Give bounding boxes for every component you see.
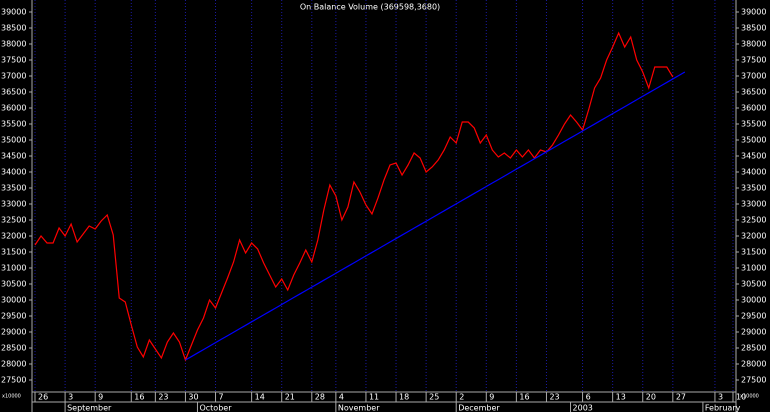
y-tick-label: 34500 [1,152,26,161]
y-tick-label: 30000 [741,296,766,305]
x-tick-label: 3 [68,393,73,402]
y-tick-label: 36500 [741,88,766,97]
y-tick-label: 29000 [1,328,26,337]
x-tick-label: 6 [586,393,591,402]
y-tick-label: 29500 [741,312,766,321]
y-tick-label: 39000 [741,8,766,17]
y-tick-label: 33000 [741,200,766,209]
x-tick-label: 11 [369,393,379,402]
y-tick-label: 31000 [1,264,26,273]
x-tick-label: 4 [339,393,344,402]
y-tick-label: 31500 [741,248,766,257]
x-tick-label: 2 [459,393,464,402]
y-tick-label: 30000 [1,296,26,305]
y-tick-label: 32000 [1,232,26,241]
y-tick-label: 28500 [741,344,766,353]
y-tick-label: 35000 [1,136,26,145]
y-tick-label: 37000 [1,72,26,81]
y-tick-label: 34000 [1,168,26,177]
y-tick-label: 29500 [1,312,26,321]
y-tick-label: 35500 [741,120,766,129]
y-tick-label: 36500 [1,88,26,97]
x-tick-label: 27 [676,393,686,402]
x-tick-label: 21 [285,393,295,402]
x-tick-label: 16 [519,393,529,402]
y-tick-label: 35500 [1,120,26,129]
month-label: October [199,404,232,412]
y-tick-label: 29000 [741,328,766,337]
y-tick-label: 34500 [741,152,766,161]
y-tick-label: 33500 [741,184,766,193]
x-tick-label: 14 [255,393,265,402]
y-tick-label: 31000 [741,264,766,273]
y-tick-label: 30500 [741,280,766,289]
x-tick-label: 3 [718,393,723,402]
y-tick-label: 32500 [741,216,766,225]
x-tick-label: 18 [399,393,409,402]
y-tick-label: 28500 [1,344,26,353]
x-tick-label: 7 [219,393,224,402]
y-tick-label: 34000 [741,168,766,177]
y-tick-label: 38000 [741,40,766,49]
multiplier-label: x10000 [740,394,759,400]
x-tick-label: 23 [549,393,559,402]
y-tick-label: 36000 [1,104,26,113]
x-tick-label: 9 [489,393,494,402]
series-line [185,71,686,361]
x-tick-label: 16 [134,393,144,402]
y-tick-label: 37500 [1,56,26,65]
y-tick-label: 38500 [741,24,766,33]
y-tick-label: 37500 [741,56,766,65]
y-tick-label: 27500 [1,376,26,385]
chart-title: On Balance Volume (369598,3680) [300,3,440,12]
x-tick-label: 25 [429,393,439,402]
month-label: September [67,404,112,412]
month-label: 2003 [573,404,593,412]
y-tick-label: 27500 [741,376,766,385]
y-tick-label: 39000 [1,8,26,17]
y-tick-label: 28000 [741,360,766,369]
y-tick-label: 28000 [1,360,26,369]
x-tick-label: 20 [646,393,656,402]
x-tick-label: 23 [158,393,168,402]
y-tick-label: 33000 [1,200,26,209]
y-tick-label: 36000 [741,104,766,113]
y-tick-label: 31500 [1,248,26,257]
series-line [34,31,674,362]
month-label: February [705,404,741,412]
x-tick-label: 9 [98,393,103,402]
y-tick-label: 32500 [1,216,26,225]
x-tick-label: 30 [188,393,198,402]
y-tick-label: 30500 [1,280,26,289]
y-tick-label: 38000 [1,40,26,49]
y-tick-label: 33500 [1,184,26,193]
y-tick-label: 32000 [741,232,766,241]
x-tick-label: 13 [616,393,626,402]
month-label: December [458,404,500,412]
x-tick-label: 26 [38,393,48,402]
y-tick-label: 38500 [1,24,26,33]
y-tick-label: 35000 [741,136,766,145]
y-tick-label: 37000 [741,72,766,81]
month-label: November [338,404,380,412]
multiplier-label: x10000 [2,394,21,400]
x-tick-label: 28 [315,393,325,402]
x-tick-label: 10 [736,393,746,402]
